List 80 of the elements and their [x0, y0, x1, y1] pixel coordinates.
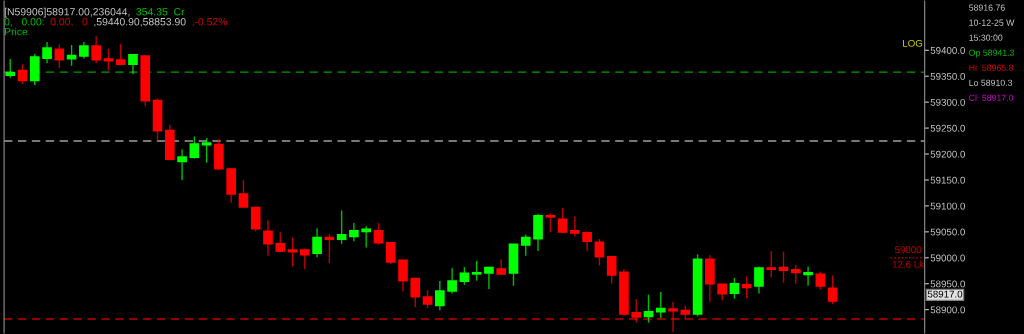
candlestick: [250, 205, 261, 233]
candlestick: [238, 179, 249, 209]
candlestick: [54, 43, 65, 69]
text: 58917.0: [927, 290, 963, 298]
y-tick-label: 59050.0: [930, 228, 965, 236]
y-tick-label: 59350.0: [930, 72, 965, 80]
candlestick: [189, 135, 200, 160]
candlestick: [545, 212, 556, 234]
candlestick: [754, 265, 764, 295]
candlestick: [128, 53, 138, 75]
candlestick: [447, 267, 457, 295]
candlestick: [385, 241, 396, 265]
candlestick: [324, 233, 335, 264]
candlestick: [29, 53, 40, 86]
candlestick: [594, 238, 605, 267]
candlestick: [201, 137, 212, 164]
annotation: [N59906]58917.00,236044,: [4, 7, 130, 18]
candlestick: [312, 227, 322, 258]
candlestick: [668, 301, 678, 333]
candlestick: [287, 236, 298, 268]
text: 10-12-25 W: [969, 19, 1015, 26]
candlestick: [410, 277, 421, 308]
candlestick: [803, 265, 813, 287]
y-tick-label: 59400.0: [930, 47, 965, 54]
candlestick: [557, 207, 568, 234]
candlestick: [299, 247, 310, 270]
candlestick: [91, 35, 101, 64]
text: Cl 58917.0: [969, 94, 1014, 101]
text: 58916.76: [969, 4, 1005, 11]
y-tick-label: 59150.0: [930, 176, 965, 184]
candlestick: [103, 48, 114, 72]
text: Hi 58965.8: [969, 64, 1014, 71]
ref-line-label: 59000 12.6 Lk: [892, 246, 925, 268]
candlestick: [17, 63, 28, 85]
y-axis-title: Price: [4, 27, 28, 36]
candlestick: [42, 41, 52, 64]
candlestick: [766, 250, 777, 279]
annotation: LOG: [903, 39, 923, 47]
candlestick: [582, 230, 592, 252]
candlestick: [655, 291, 666, 319]
candlestick: [631, 298, 642, 324]
candlestick: [471, 260, 482, 282]
candlestick: [520, 233, 531, 257]
annotation: ,-0.52%: [192, 18, 228, 27]
candlestick: [533, 212, 543, 252]
candlestick: [177, 148, 187, 181]
candlestick: [827, 274, 838, 306]
candlestick: [214, 138, 224, 171]
candlestick: [398, 259, 408, 293]
candlestick: [336, 209, 347, 245]
y-tick-label: 58950.0: [930, 280, 965, 288]
candlestick: [5, 58, 16, 79]
annotation: 354.35 Cr: [136, 8, 185, 16]
candlestick: [729, 277, 740, 300]
candlestick: [606, 255, 617, 285]
candlestick: [778, 250, 789, 284]
candlestick: [349, 222, 359, 242]
y-tick-label: 58900.0: [930, 306, 965, 314]
candlestick: [422, 289, 433, 309]
y-tick-label: 59200.0: [930, 150, 965, 158]
candlestick: [643, 293, 654, 324]
candlestick: [361, 225, 372, 249]
candlestick: [435, 280, 445, 311]
y-tick-label: 59100.0: [930, 202, 965, 210]
candlestick: [484, 266, 494, 290]
candlestick: [741, 275, 752, 299]
candlestick: [570, 215, 580, 238]
text: Op 58941.3: [969, 49, 1015, 58]
y-tick-label: 59300.0: [930, 98, 965, 106]
candlestick: [790, 264, 801, 285]
candlestick: [115, 43, 126, 66]
y-tick-label: 59250.0: [930, 124, 965, 132]
annotation: 0.00, 0: [50, 18, 88, 27]
candlestick: [373, 222, 384, 246]
text: Lo 58910.3: [969, 79, 1013, 86]
y-tick-label: 59000.0: [930, 254, 965, 262]
candlestick: [263, 219, 273, 257]
annotation: 0, 0.00:: [4, 18, 44, 27]
text: 15:30:00: [969, 34, 1003, 41]
annotation: ,59440.90,58853.90: [94, 18, 186, 27]
